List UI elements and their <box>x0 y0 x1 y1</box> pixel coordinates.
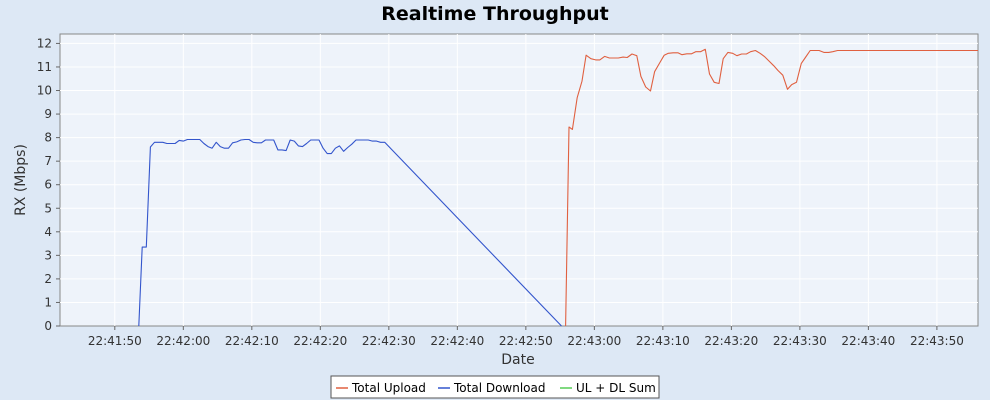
legend-label-ul-dl-sum: UL + DL Sum <box>576 381 656 395</box>
legend: Total Upload Total Download UL + DL Sum <box>330 375 660 399</box>
y-axis-label: RX (Mbps) <box>13 144 29 216</box>
series-line-total-download <box>138 138 562 327</box>
y-tick-label: 11 <box>37 60 52 74</box>
grid-lines <box>60 34 978 326</box>
legend-label-total-download: Total Download <box>453 381 546 395</box>
x-tick-label: 22:43:10 <box>636 334 690 348</box>
y-tick-label: 2 <box>44 272 52 286</box>
x-tick-label: 22:43:50 <box>910 334 964 348</box>
y-tick-label: 9 <box>44 107 52 121</box>
x-axis-label: Date <box>501 352 534 368</box>
legend-box <box>330 375 660 399</box>
x-tick-label: 22:43:30 <box>773 334 827 348</box>
y-tick-label: 10 <box>37 84 52 98</box>
y-tick-label: 5 <box>44 201 52 215</box>
x-tick-label: 22:42:00 <box>156 334 210 348</box>
y-tick-label: 6 <box>44 178 52 192</box>
plot-area <box>59 33 979 327</box>
series-layer <box>138 48 978 327</box>
x-tick-label: 22:42:20 <box>293 334 347 348</box>
x-tick-label: 22:42:30 <box>362 334 416 348</box>
y-tick-label: 4 <box>44 225 52 239</box>
x-tick-label: 22:43:00 <box>567 334 621 348</box>
y-tick-label: 7 <box>44 154 52 168</box>
x-axis-ticks: 22:41:50 22:42:00 22:42:10 22:42:20 22:42:30… <box>88 326 964 348</box>
x-tick-label: 22:42:40 <box>430 334 484 348</box>
x-tick-label: 22:43:40 <box>841 334 895 348</box>
legend-label-total-upload: Total Upload <box>351 381 426 395</box>
y-tick-label: 1 <box>44 295 52 309</box>
y-tick-label: 0 <box>44 319 52 333</box>
y-tick-label: 3 <box>44 248 52 262</box>
x-tick-label: 22:42:10 <box>225 334 279 348</box>
x-tick-label: 22:42:50 <box>499 334 553 348</box>
y-tick-label: 12 <box>37 36 52 50</box>
series-line-total-upload <box>565 48 978 327</box>
x-tick-label: 22:43:20 <box>704 334 758 348</box>
chart-title: Realtime Throughput <box>381 3 609 25</box>
x-tick-label: 22:41:50 <box>88 334 142 348</box>
y-tick-label: 8 <box>44 131 52 145</box>
